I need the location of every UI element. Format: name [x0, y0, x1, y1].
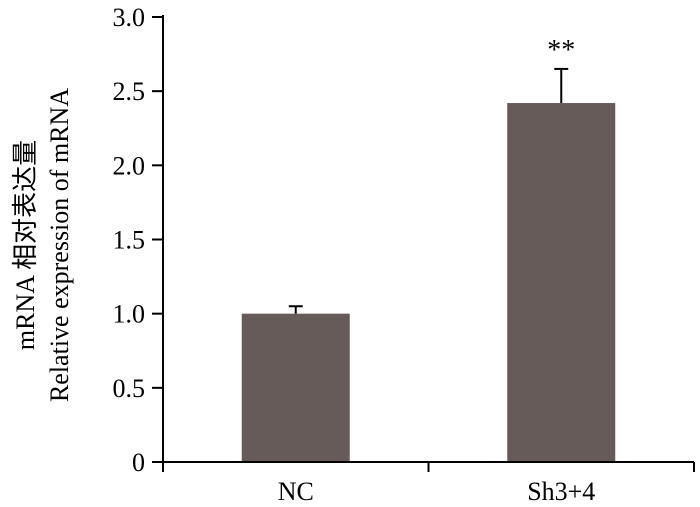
- bar-1: [241, 313, 350, 462]
- significance-label-2: **: [547, 35, 575, 66]
- y-tick-label: 1.5: [113, 226, 146, 255]
- y-tick-label: 3.0: [113, 3, 146, 32]
- y-axis-label-chinese: mRNA 相对表达量: [11, 140, 40, 350]
- bars-group: [241, 103, 616, 463]
- y-axis-label-english: Relative expression of mRNA: [45, 88, 74, 402]
- x-tick-label-1: NC: [278, 477, 314, 506]
- y-tick-label: 2.5: [113, 77, 146, 106]
- bar-2: [507, 103, 616, 463]
- annotations-group: **: [547, 35, 575, 66]
- error-bars-group: [288, 67, 569, 314]
- x-tick-label-2: Sh3+4: [527, 477, 595, 506]
- y-axis-label: mRNA 相对表达量 Relative expression of mRNA: [11, 88, 74, 402]
- y-tick-label: 1.0: [113, 300, 146, 329]
- x-ticks-group: NC Sh3+4: [162, 462, 695, 506]
- y-tick-label: 2.0: [113, 151, 146, 180]
- y-tick-label: 0.5: [113, 374, 146, 403]
- y-ticks-group: 0 0.5 1.0 1.5 2.0 2.5 3.0: [113, 3, 163, 477]
- y-tick-label: 0: [132, 448, 145, 477]
